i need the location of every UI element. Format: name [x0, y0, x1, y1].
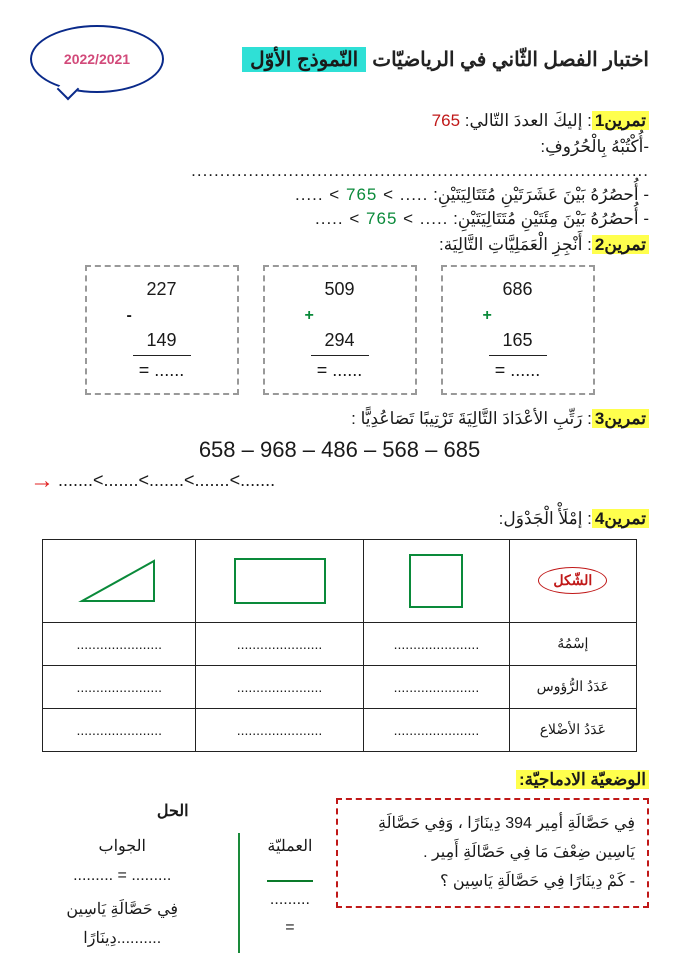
- year-text: 2022/2021: [64, 51, 130, 67]
- triangle-cell: [43, 539, 196, 622]
- ex1-number: 765: [432, 111, 460, 130]
- ex1-hundreds: - أُحصُرُهُ بَيْنَ مِئَتَيْنِ مُتَتَالِي…: [30, 209, 649, 229]
- op-box: 227-149= ......: [85, 265, 239, 395]
- op-col: العمليّة ......... =: [264, 833, 315, 954]
- ex1-close: < .....: [383, 185, 428, 204]
- situation-label-text: الوضعيّة الادماجيّة: [525, 770, 646, 789]
- row-dots: ......................: [196, 708, 364, 751]
- triangle-icon: [74, 553, 164, 609]
- ans-col-head: الجواب: [30, 833, 214, 862]
- ex4-lead: : إمْلَأْ الْجَدْوَل:: [499, 509, 592, 528]
- vertical-divider: [238, 833, 240, 953]
- year-bubble: 2022/2021: [30, 25, 164, 93]
- square-icon: [406, 551, 466, 611]
- ex3-numbers: 658 – 968 – 486 – 568 – 685: [30, 437, 649, 463]
- ex1-lead: : إليكَ العددَ التّالي:: [465, 111, 592, 130]
- rectangle-icon: [230, 555, 330, 607]
- ans-eq: =: [118, 867, 132, 884]
- op-eq: =: [285, 919, 294, 936]
- row-dots: ......................: [43, 708, 196, 751]
- fraction-bar: [267, 880, 313, 882]
- rect-cell: [196, 539, 364, 622]
- ex1-num-tens: 765: [346, 185, 377, 204]
- row-sides-head: عَدَدُ الأضْلاع: [510, 708, 637, 751]
- ex1-write: -أُكْتُبْهُ بِالْحُرُوفِ:: [30, 137, 649, 157]
- ex1-tens: - أُحصُرُهُ بَيْنَ عَشَرَتَيْنِ مُتَتَال…: [30, 185, 649, 205]
- ex1-open: ..... <: [295, 185, 340, 204]
- row-vertices-head: عَدَدُ الرُّؤوس: [510, 665, 637, 708]
- row-dots: ......................: [363, 622, 509, 665]
- ans-dots2: .........: [131, 867, 171, 884]
- solution-title: الحل: [30, 798, 316, 827]
- ex1-num-hund: 765: [366, 209, 397, 228]
- row-dots: ......................: [196, 665, 364, 708]
- title-prefix: اختبار الفصل الثّاني في الرياضيّات: [372, 47, 649, 72]
- ex1-hundreds-text: - أُحصُرُهُ بَيْنَ مِئَتَيْنِ مُتَتَالِي…: [453, 209, 649, 228]
- integration-row: فِي حَصَّالَةِ أمِير 394 دِينَارًا ، وَف…: [30, 798, 649, 954]
- ex1-open2: ..... <: [315, 209, 360, 228]
- ex3-order: → .......<.......<.......<.......<......…: [30, 467, 649, 495]
- ans-dots1: .........: [73, 867, 113, 884]
- shape-header-cell: الشّكل: [510, 539, 637, 622]
- solution-block: الحل العمليّة ......... = الجواب .......…: [30, 798, 316, 954]
- problem-q: - كَمْ دِينَارًا فِي حَصَّالَةِ يَاسِين …: [350, 868, 636, 897]
- ex4-line: تمرين4: إمْلَأْ الْجَدْوَل:: [30, 509, 649, 529]
- row-dots: ......................: [363, 708, 509, 751]
- problem-l1: فِي حَصَّالَةِ أمِير 394 دِينَارًا ، وَف…: [350, 810, 636, 839]
- ex1-dots: ........................................…: [30, 161, 649, 181]
- ex1-tens-text: - أُحصُرُهُ بَيْنَ عَشَرَتَيْنِ مُتَتَال…: [433, 185, 649, 204]
- ex3-order-body: .......<.......<.......<.......<.......: [58, 470, 275, 491]
- situation-label-line: الوضعيّة الادماجيّة:: [30, 770, 649, 790]
- problem-l2: يَاسِين ضِعْفَ مَا فِي حَصَّالَةِ أَمِير…: [350, 839, 636, 868]
- ex1-line: تمرين1: إليكَ العددَ التّالي: 765: [30, 111, 649, 131]
- situation-label: الوضعيّة الادماجيّة:: [516, 770, 649, 789]
- op-dots: .........: [270, 891, 310, 908]
- title-highlight: النّموذج الأوّل: [242, 47, 366, 72]
- op-col-head: العمليّة: [264, 833, 315, 862]
- row-dots: ......................: [43, 622, 196, 665]
- problem-box: فِي حَصَّالَةِ أمِير 394 دِينَارًا ، وَف…: [336, 798, 650, 908]
- answer-line: فِي حَصَّالَةِ يَاسِين .........دِينَارً…: [30, 896, 214, 954]
- ex3-line: تمرين3: رَتِّبِ الأعْدَادَ التَّالِيَةَ …: [30, 409, 649, 429]
- row-name-head: إسْمُهُ: [510, 622, 637, 665]
- row-dots: ......................: [43, 665, 196, 708]
- row-dots: ......................: [363, 665, 509, 708]
- square-cell: [363, 539, 509, 622]
- ex2-lead: : أَنْجِزِ الْعَمَلِيَّاتِ التَّالِيَة:: [439, 235, 592, 254]
- op-box: 509+294= ......: [263, 265, 417, 395]
- shape-table: الشّكل إسْمُهُ ...................... ..…: [42, 539, 636, 752]
- row-dots: ......................: [196, 622, 364, 665]
- shape-label: الشّكل: [538, 567, 607, 594]
- ex3-lead: : رَتِّبِ الأعْدَادَ التَّالِيَةَ تَرْتِ…: [351, 409, 592, 428]
- ex2-label: تمرين2: [592, 235, 649, 254]
- ex1-label: تمرين1: [592, 111, 649, 130]
- header: اختبار الفصل الثّاني في الرياضيّات النّم…: [30, 25, 649, 93]
- ex2-line: تمرين2: أَنْجِزِ الْعَمَلِيَّاتِ التَّال…: [30, 235, 649, 255]
- ex1-close2: < .....: [403, 209, 448, 228]
- arrow-icon: →: [30, 467, 54, 495]
- ans-col: الجواب ......... = ......... فِي حَصَّال…: [30, 833, 214, 954]
- ops-row: 227-149= ......509+294= ......686+165= .…: [30, 265, 649, 395]
- title-block: اختبار الفصل الثّاني في الرياضيّات النّم…: [242, 47, 649, 72]
- ex4-label: تمرين4: [592, 509, 649, 528]
- op-box: 686+165= ......: [441, 265, 595, 395]
- ex3-label: تمرين3: [592, 409, 649, 428]
